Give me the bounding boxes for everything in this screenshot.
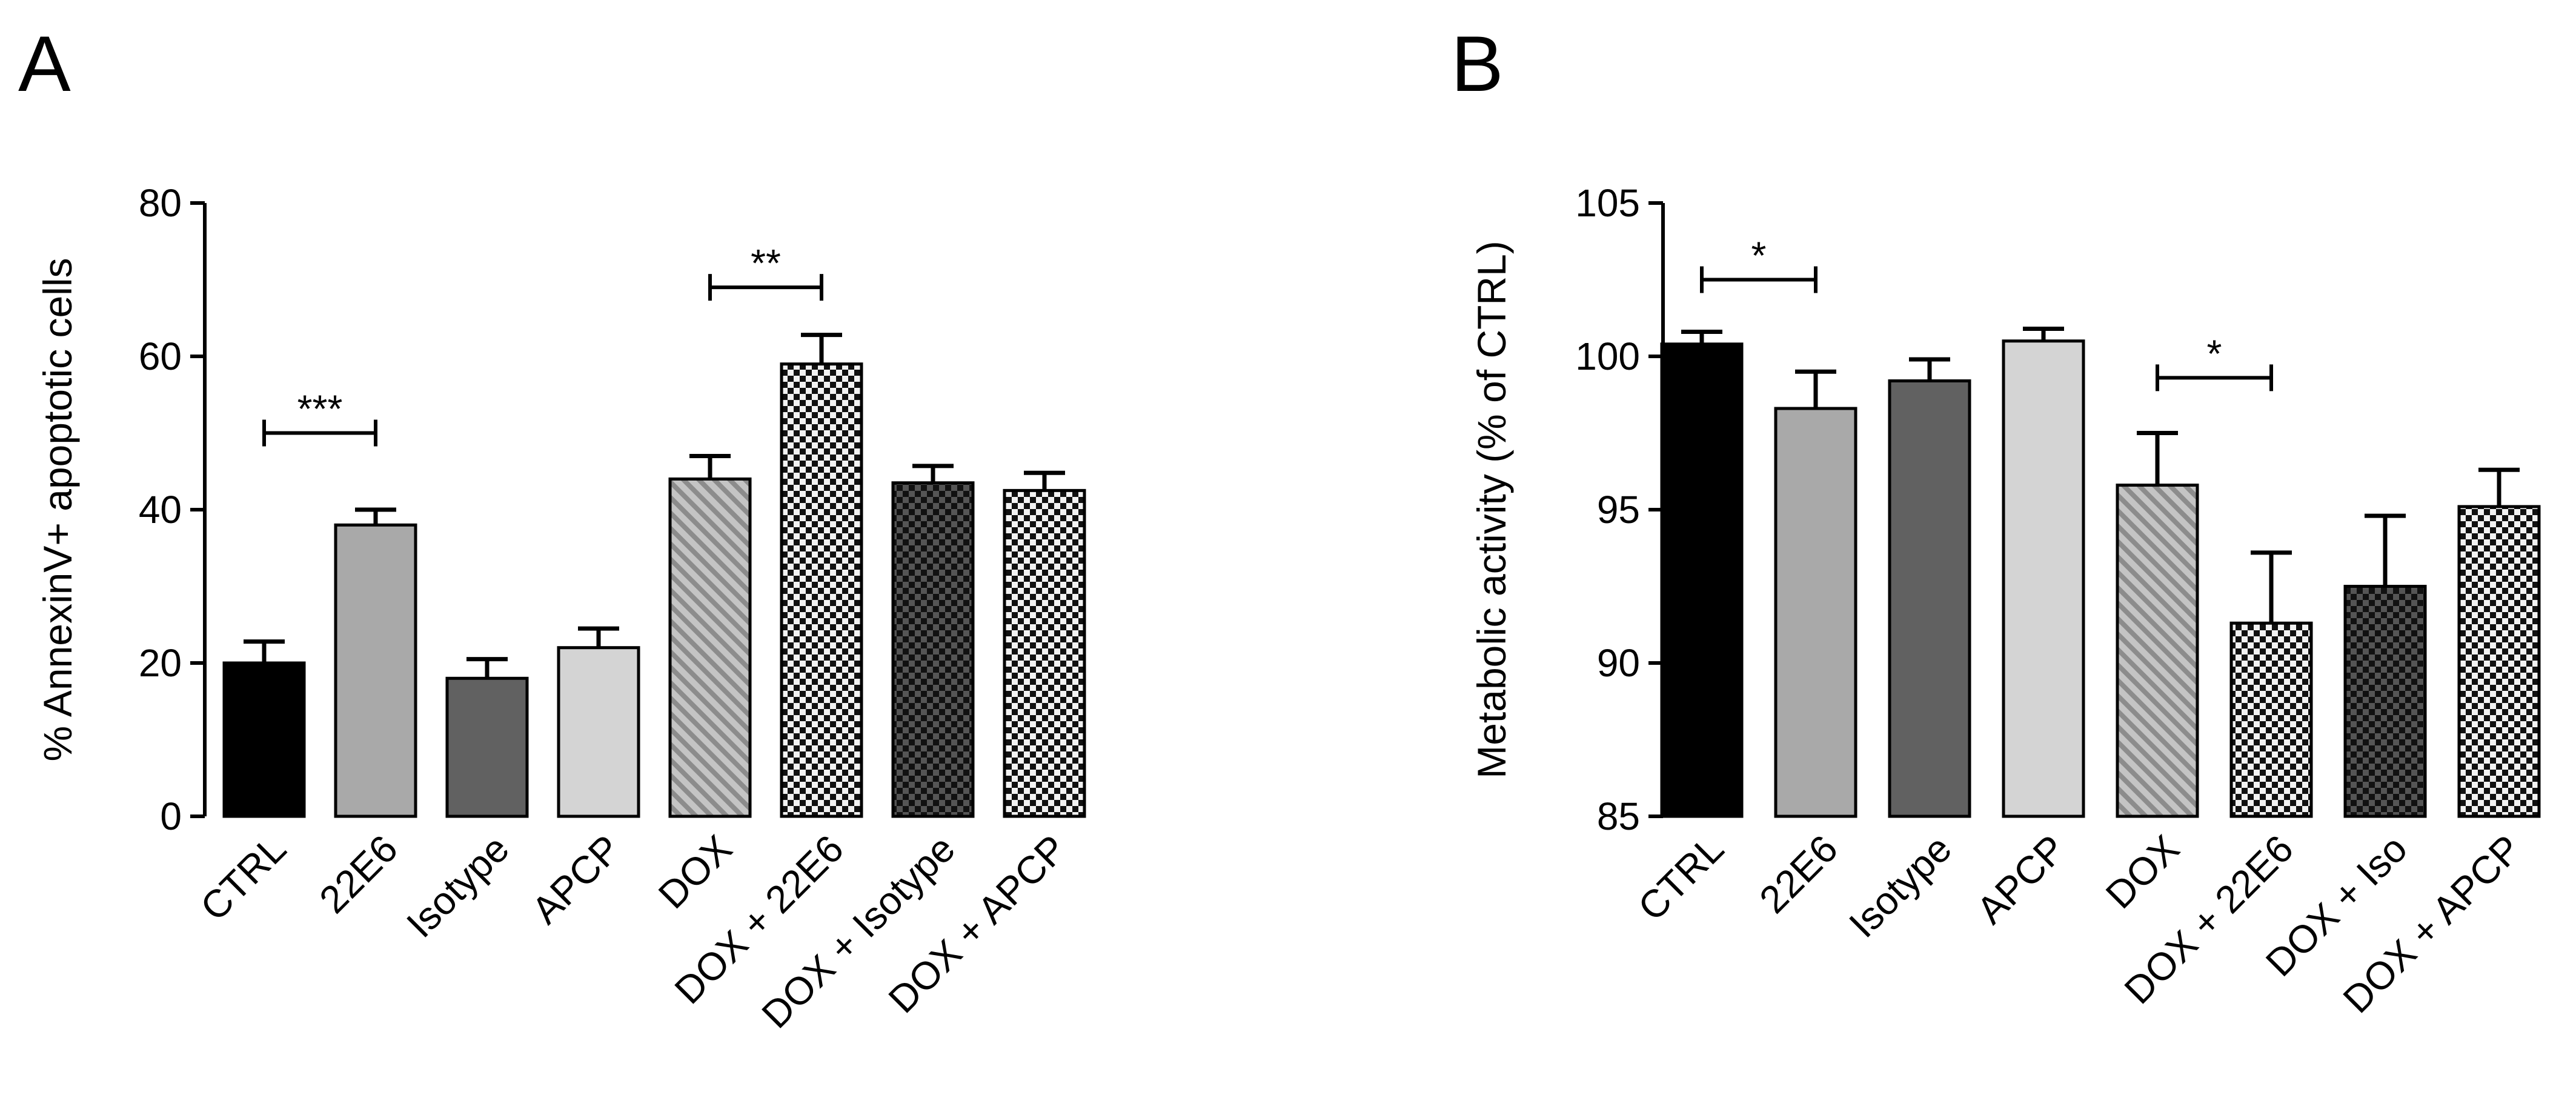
y-tick-label: 85 (1597, 795, 1640, 838)
y-tick-label: 80 (139, 181, 182, 225)
chart-panel-a: A 0 20 40 60 80 % AnnexinV+ apoptotic cells CTR… (18, 19, 1086, 1036)
bar-isotype (445, 676, 529, 818)
bar-dox-22e6 (780, 362, 863, 818)
bar-dox-apcp (2457, 505, 2541, 818)
x-tick-label: 22E6 (311, 827, 406, 922)
bar-dox-iso (2343, 585, 2427, 818)
bar-dox (2116, 484, 2199, 818)
y-tick-label: 60 (139, 335, 182, 378)
x-tick-label: DOX + Isotype (753, 827, 963, 1036)
bar-isotype (1888, 379, 1971, 818)
chart-panel-b: B 85 90 95 100 105 Metabolic activity (% of CT… (1451, 19, 2541, 1021)
y-tick-label: 0 (160, 795, 182, 838)
bar-dox-apcp (1003, 488, 1086, 818)
x-tick-label: 22E6 (1751, 827, 1846, 922)
bar-apcp (557, 646, 640, 818)
y-tick-label: 40 (139, 488, 182, 531)
significance-label: * (1751, 234, 1767, 278)
bar-dox (668, 477, 752, 818)
y-tick-label: 20 (139, 641, 182, 685)
x-tick-label: Isotype (1841, 827, 1960, 946)
bar-22e6 (1774, 407, 1857, 818)
x-tick-label: CTRL (1630, 827, 1732, 929)
y-tick-label: 90 (1597, 641, 1640, 685)
x-tick-label: CTRL (192, 827, 294, 929)
panel-label: B (1451, 19, 1504, 108)
bar-dox-22e6 (2229, 621, 2313, 818)
bar-dox-isotype (891, 481, 975, 818)
y-tick-label: 100 (1575, 335, 1640, 378)
x-tick-label: DOX (650, 827, 740, 917)
bar-ctrl (222, 661, 306, 818)
significance-label: *** (297, 387, 343, 431)
x-tick-label: APCP (1968, 827, 2074, 932)
y-tick-label: 95 (1597, 488, 1640, 531)
significance-label: * (2207, 331, 2222, 375)
x-tick-label: APCP (523, 827, 629, 932)
bar-apcp (2002, 339, 2085, 818)
x-tick-label: Isotype (398, 827, 517, 946)
y-axis-label: % AnnexinV+ apoptotic cells (35, 258, 80, 761)
x-tick-label: DOX (2097, 827, 2188, 917)
panel-label: A (18, 19, 71, 108)
y-axis-label: Metabolic activity (% of CTRL) (1469, 241, 1514, 779)
significance-label: ** (751, 241, 781, 285)
y-tick-label: 105 (1575, 181, 1640, 225)
bar-22e6 (334, 523, 417, 818)
bar-ctrl (1660, 342, 1744, 818)
